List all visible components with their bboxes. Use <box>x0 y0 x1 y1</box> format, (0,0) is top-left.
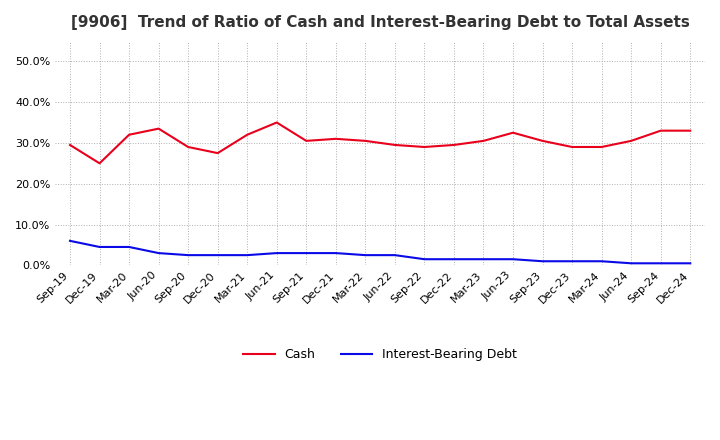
Interest-Bearing Debt <box>184 253 192 258</box>
Interest-Bearing Debt <box>480 257 488 262</box>
Cash <box>449 142 458 147</box>
Interest-Bearing Debt <box>66 238 74 243</box>
Cash <box>390 142 399 147</box>
Cash <box>598 144 606 150</box>
Interest-Bearing Debt <box>213 253 222 258</box>
Interest-Bearing Debt <box>686 260 695 266</box>
Line: Interest-Bearing Debt: Interest-Bearing Debt <box>70 241 690 263</box>
Cash <box>243 132 251 137</box>
Interest-Bearing Debt <box>390 253 399 258</box>
Cash <box>686 128 695 133</box>
Interest-Bearing Debt <box>568 259 577 264</box>
Interest-Bearing Debt <box>331 250 340 256</box>
Cash <box>361 138 369 143</box>
Cash <box>95 161 104 166</box>
Line: Cash: Cash <box>70 122 690 163</box>
Cash <box>509 130 518 136</box>
Title: [9906]  Trend of Ratio of Cash and Interest-Bearing Debt to Total Assets: [9906] Trend of Ratio of Cash and Intere… <box>71 15 690 30</box>
Interest-Bearing Debt <box>627 260 636 266</box>
Cash <box>480 138 488 143</box>
Cash <box>154 126 163 131</box>
Interest-Bearing Debt <box>272 250 281 256</box>
Interest-Bearing Debt <box>509 257 518 262</box>
Cash <box>125 132 133 137</box>
Cash <box>568 144 577 150</box>
Cash <box>331 136 340 142</box>
Cash <box>184 144 192 150</box>
Interest-Bearing Debt <box>125 244 133 249</box>
Interest-Bearing Debt <box>154 250 163 256</box>
Interest-Bearing Debt <box>539 259 547 264</box>
Cash <box>420 144 428 150</box>
Interest-Bearing Debt <box>657 260 665 266</box>
Interest-Bearing Debt <box>449 257 458 262</box>
Interest-Bearing Debt <box>420 257 428 262</box>
Interest-Bearing Debt <box>302 250 310 256</box>
Cash <box>272 120 281 125</box>
Legend: Cash, Interest-Bearing Debt: Cash, Interest-Bearing Debt <box>238 343 522 367</box>
Interest-Bearing Debt <box>243 253 251 258</box>
Cash <box>213 150 222 156</box>
Interest-Bearing Debt <box>95 244 104 249</box>
Cash <box>539 138 547 143</box>
Cash <box>657 128 665 133</box>
Cash <box>302 138 310 143</box>
Cash <box>627 138 636 143</box>
Interest-Bearing Debt <box>598 259 606 264</box>
Cash <box>66 142 74 147</box>
Interest-Bearing Debt <box>361 253 369 258</box>
